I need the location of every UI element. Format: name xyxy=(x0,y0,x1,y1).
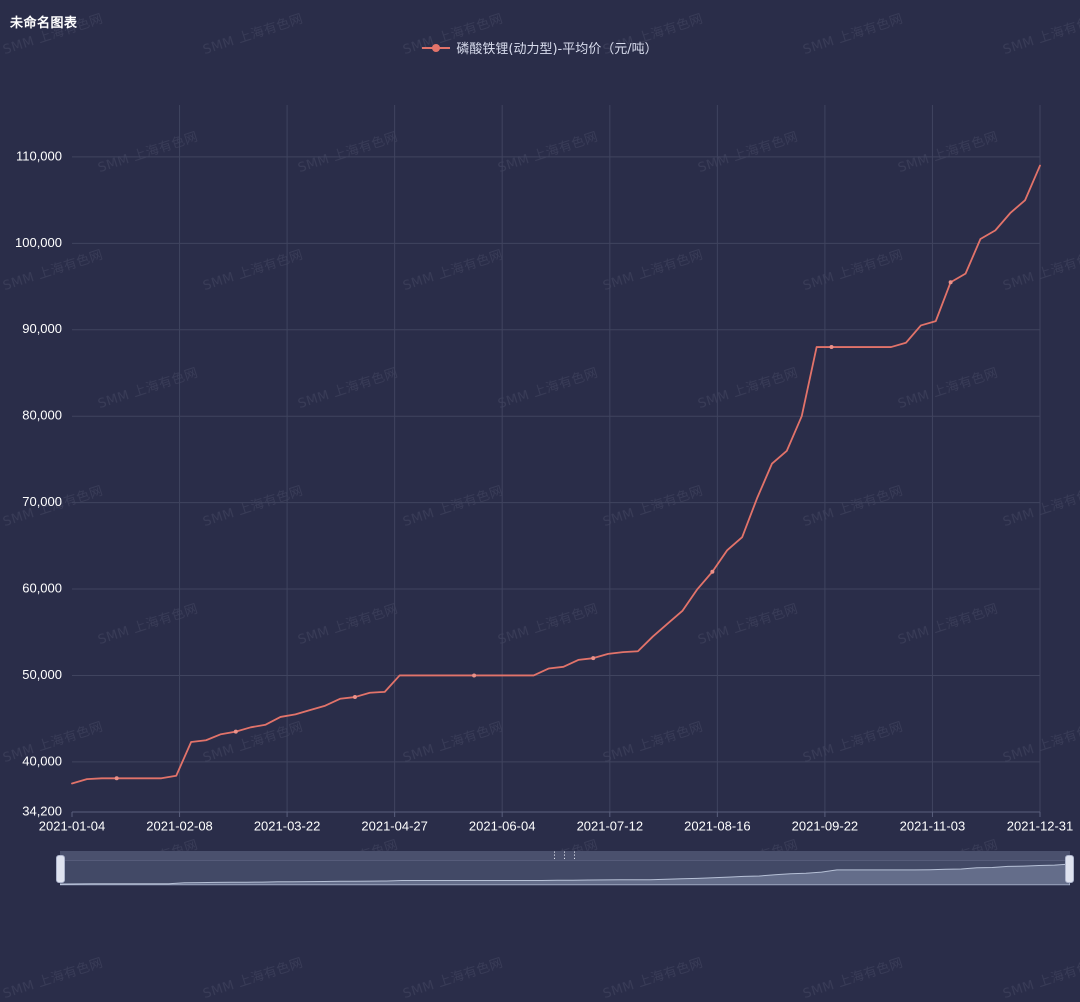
watermark-text: SMM 上海有色网 xyxy=(0,952,105,1002)
x-axis-tick-labels: 2021-01-04 2021-02-08 2021-03-22 2021-04-27… xyxy=(39,819,1074,834)
watermark-text: SMM 上海有色网 xyxy=(400,952,505,1002)
y-axis-tick-label: 70,000 xyxy=(22,494,62,509)
series-data-point xyxy=(353,695,357,699)
datazoom-handle-left[interactable] xyxy=(56,855,65,883)
y-axis-tick-label: 50,000 xyxy=(22,667,62,682)
y-axis-tick-label: 60,000 xyxy=(22,580,62,595)
series-data-point xyxy=(830,345,834,349)
watermark-text: SMM 上海有色网 xyxy=(800,952,905,1002)
y-axis-tick-labels: 34,200 40,000 50,000 60,000 70,000 80,000 90,0… xyxy=(15,148,62,818)
y-axis-tick-label: 34,200 xyxy=(22,803,62,818)
chart-plot-area: 34,200 40,000 50,000 60,000 70,000 80,000 90,0… xyxy=(0,0,1080,845)
series-data-point xyxy=(115,776,119,780)
chart-axes xyxy=(72,812,1040,817)
series-magnesium-price-line xyxy=(72,166,1040,784)
datazoom-slider[interactable]: ⋮⋮⋮ xyxy=(60,851,1070,886)
legend-item-label: 磷酸铁锂(动力型)-平均价（元/吨） xyxy=(456,38,657,57)
datazoom-drag-bar[interactable]: ⋮⋮⋮ xyxy=(60,851,1070,861)
y-axis-tick-label: 40,000 xyxy=(22,753,62,768)
watermark-text: SMM 上海有色网 xyxy=(200,952,305,1002)
x-axis-tick-label: 2021-01-04 xyxy=(39,819,106,834)
datazoom-grip-icon: ⋮⋮⋮ xyxy=(550,853,580,859)
x-axis-tick-label: 2021-04-27 xyxy=(361,819,428,834)
y-axis-tick-label: 80,000 xyxy=(22,408,62,423)
x-axis-tick-label: 2021-09-22 xyxy=(792,819,859,834)
datazoom-handle-right[interactable] xyxy=(1065,855,1074,883)
line-chart-svg: 34,200 40,000 50,000 60,000 70,000 80,000 90,0… xyxy=(0,0,1080,845)
y-axis-tick-label: 110,000 xyxy=(16,148,62,163)
y-axis-tick-label: 90,000 xyxy=(22,321,62,336)
x-axis-tick-label: 2021-08-16 xyxy=(684,819,751,834)
series-data-point xyxy=(591,656,595,660)
series-data-point xyxy=(710,570,714,574)
legend-item-series-1[interactable]: 磷酸铁锂(动力型)-平均价（元/吨） xyxy=(422,38,657,57)
y-axis-tick-label: 100,000 xyxy=(15,235,62,250)
x-axis-tick-label: 2021-02-08 xyxy=(146,819,213,834)
series-data-point xyxy=(949,280,953,284)
series-line-path xyxy=(72,166,1040,784)
series-data-point xyxy=(234,730,238,734)
x-axis-tick-label: 2021-11-03 xyxy=(900,819,966,834)
x-axis-tick-label: 2021-06-04 xyxy=(469,819,536,834)
chart-legend: 磷酸铁锂(动力型)-平均价（元/吨） xyxy=(0,38,1080,57)
series-data-point xyxy=(472,673,476,677)
x-axis-tick-label: 2021-03-22 xyxy=(254,819,321,834)
x-axis-tick-label: 2021-07-12 xyxy=(577,819,644,834)
watermark-text: SMM 上海有色网 xyxy=(1000,952,1080,1002)
datazoom-preview-chart xyxy=(60,861,1070,885)
chart-gridlines xyxy=(72,105,1040,812)
legend-line-dot-icon xyxy=(422,42,450,54)
x-axis-tick-label: 2021-12-31 xyxy=(1007,819,1074,834)
page-title: 未命名图表 xyxy=(10,12,78,31)
watermark-text: SMM 上海有色网 xyxy=(600,952,705,1002)
